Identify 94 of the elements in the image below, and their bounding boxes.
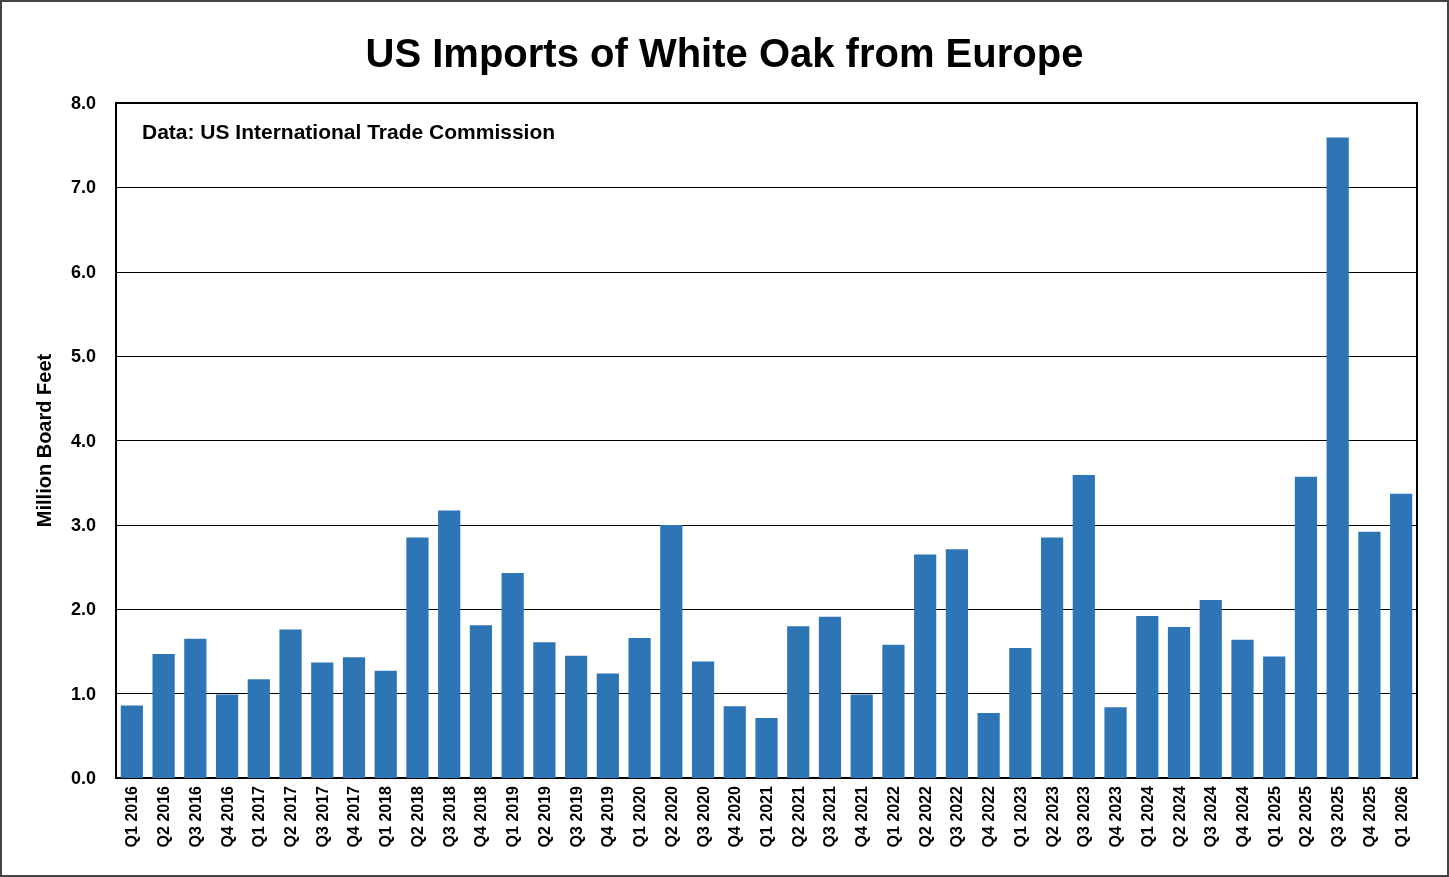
x-tick-label: Q2 2023 [1043, 785, 1061, 848]
x-tick-label: Q3 2019 [567, 785, 585, 848]
x-tick-label: Q1 2016 [123, 785, 141, 848]
x-tick-label: Q3 2020 [694, 785, 712, 848]
bar [850, 694, 873, 778]
bar [247, 679, 270, 778]
x-tick-label: Q1 2020 [631, 785, 649, 848]
x-tick-label: Q1 2018 [377, 785, 395, 848]
x-tick-label: Q1 2024 [1138, 785, 1156, 848]
x-tick-label: Q4 2024 [1233, 785, 1251, 848]
x-tick-label: Q1 2017 [250, 785, 268, 848]
bar [1199, 599, 1222, 778]
bar [469, 625, 493, 778]
bar [1326, 137, 1349, 778]
x-tick-label: Q1 2023 [1011, 785, 1029, 848]
bar [438, 510, 461, 778]
y-tick-label: 6.0 [70, 261, 96, 282]
bar [977, 713, 1000, 778]
bar [406, 537, 429, 778]
x-tick-label: Q2 2016 [155, 785, 173, 848]
x-tick-label: Q3 2021 [821, 785, 839, 848]
x-tick-label: Q3 2023 [1075, 785, 1093, 848]
x-tick-label: Q1 2022 [884, 785, 902, 848]
bar [1263, 656, 1286, 778]
bar [755, 718, 778, 778]
bar [1390, 493, 1413, 778]
x-tick-label: Q3 2017 [313, 785, 331, 848]
bar [1167, 626, 1191, 778]
y-tick-label: 1.0 [70, 683, 96, 704]
bar [787, 626, 810, 778]
y-tick-label: 0.0 [70, 768, 96, 788]
bar [1231, 639, 1254, 778]
x-tick-label: Q3 2018 [440, 785, 458, 848]
bar [342, 657, 366, 778]
bar [1072, 475, 1095, 778]
y-tick-label: 5.0 [70, 346, 96, 367]
bar [501, 572, 524, 778]
chart-title: US Imports of White Oak from Europe [365, 31, 1084, 75]
y-tick-label: 8.0 [70, 93, 96, 113]
x-tick-label: Q2 2017 [282, 785, 300, 848]
bar [914, 554, 937, 778]
x-tick-label: Q2 2024 [1170, 785, 1188, 848]
bar [215, 694, 239, 778]
x-tick-label: Q4 2020 [726, 785, 744, 848]
bar [691, 661, 715, 778]
y-tick-label: 2.0 [70, 599, 96, 620]
bar [628, 637, 651, 778]
x-tick-label: Q2 2020 [662, 785, 680, 848]
x-tick-label: Q3 2022 [948, 785, 966, 848]
y-axis-title: Million Board Feet [33, 353, 55, 528]
bar [311, 662, 334, 778]
x-tick-label: Q4 2016 [218, 785, 236, 848]
bar [818, 616, 842, 778]
x-tick-label: Q4 2023 [1107, 785, 1125, 848]
x-tick-label: Q2 2019 [535, 785, 553, 848]
y-tick-label: 7.0 [70, 177, 96, 198]
x-tick-label: Q1 2021 [758, 785, 775, 848]
bar [1040, 537, 1064, 778]
x-tick-label: Q4 2021 [853, 785, 871, 848]
bar [120, 705, 143, 778]
bar [1294, 476, 1318, 778]
bar [596, 673, 619, 778]
bar [1104, 707, 1127, 778]
x-tick-label: Q2 2022 [916, 785, 934, 848]
x-tick-label: Q1 2025 [1265, 785, 1283, 848]
x-tick-label: Q2 2018 [408, 785, 426, 848]
bar [565, 655, 588, 778]
x-tick-label: Q3 2025 [1329, 785, 1347, 848]
x-tick-label: Q4 2017 [345, 785, 363, 848]
x-tick-label: Q3 2016 [186, 785, 204, 848]
x-tick-label: Q2 2025 [1297, 785, 1315, 848]
x-tick-label: Q1 2026 [1392, 785, 1410, 848]
x-tick-label: Q4 2025 [1360, 785, 1378, 848]
bar [533, 642, 556, 778]
bar [184, 638, 207, 778]
y-tick-label: 4.0 [70, 430, 96, 451]
annotation: Data: US International Trade Commission [142, 120, 556, 143]
bar [152, 653, 175, 778]
bar [1136, 616, 1159, 778]
bar [945, 549, 968, 778]
bar [374, 670, 397, 778]
y-tick-label: 3.0 [70, 514, 96, 535]
bar [882, 644, 905, 778]
x-tick-label: Q4 2019 [599, 785, 617, 848]
x-tick-label: Q2 2021 [789, 785, 807, 848]
bar [1358, 531, 1381, 778]
bar [279, 629, 302, 778]
bar [1009, 648, 1032, 778]
bar [723, 706, 746, 778]
x-tick-label: Q4 2022 [980, 785, 998, 848]
x-tick-label: Q1 2019 [504, 785, 522, 848]
x-tick-label: Q3 2024 [1202, 785, 1220, 848]
bar [660, 524, 683, 778]
x-tick-label: Q4 2018 [472, 785, 490, 848]
